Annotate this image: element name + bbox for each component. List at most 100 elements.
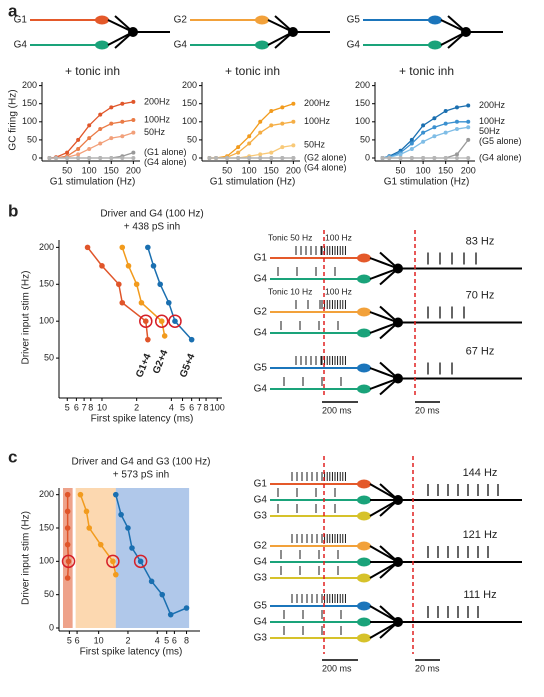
x-tick-label: 100	[210, 402, 225, 412]
rosette	[255, 40, 269, 50]
dendrite	[369, 545, 399, 563]
data-point	[87, 136, 92, 141]
firing-rate: 144 Hz	[463, 467, 498, 479]
data-point	[454, 119, 459, 124]
data-point	[119, 299, 126, 306]
data-point	[247, 134, 252, 139]
data-point	[466, 137, 471, 142]
input-label: G1	[14, 15, 28, 26]
x-tick-label: 6	[75, 635, 80, 645]
data-point	[421, 123, 426, 128]
input-label: G4	[174, 40, 188, 51]
y-tick-label: 200	[182, 80, 197, 90]
data-point	[454, 105, 459, 110]
y-tick-label: 150	[355, 98, 370, 108]
x-tick-label: 200	[126, 165, 141, 175]
data-point	[64, 508, 71, 515]
scale-label: 20 ms	[415, 663, 440, 673]
dendrite	[369, 499, 399, 517]
data-point	[65, 558, 72, 565]
rosette	[357, 541, 371, 551]
series-label: (G4 alone)	[304, 162, 347, 172]
data-point	[466, 119, 471, 124]
scale-label: 200 ms	[322, 663, 352, 673]
highlight-ring	[139, 314, 153, 328]
data-point	[119, 244, 126, 251]
series-label: (G4 alone)	[144, 157, 187, 167]
x-tick-label: 50	[396, 165, 406, 175]
x-tick-label: 50	[62, 165, 72, 175]
data-point	[133, 281, 140, 288]
y-tick-label: 100	[182, 116, 197, 126]
input-label: G4	[14, 40, 28, 51]
shaded-band	[115, 488, 190, 628]
data-point	[269, 123, 274, 128]
data-point	[269, 150, 274, 155]
y-tick-label: 0	[32, 152, 37, 162]
input-label: G4	[254, 557, 268, 568]
y-tick-label: 100	[22, 116, 37, 126]
data-point	[150, 263, 157, 269]
highlight-ring	[106, 554, 120, 569]
data-point	[116, 281, 122, 288]
rosette	[357, 328, 371, 338]
series-label: 50Hz	[304, 140, 326, 150]
data-point	[280, 105, 285, 110]
series-label: (G4 alone)	[479, 152, 522, 162]
rosette	[428, 40, 442, 50]
firing-rate: 111 Hz	[463, 589, 496, 601]
input-label: G1	[254, 479, 268, 490]
data-point	[109, 136, 114, 141]
series-line	[209, 103, 294, 159]
y-tick-label: 0	[49, 622, 54, 632]
data-point	[236, 145, 241, 150]
data-point	[247, 141, 252, 146]
x-tick-label: 200	[461, 165, 476, 175]
data-point	[183, 605, 190, 611]
data-point	[380, 156, 385, 160]
data-point	[87, 123, 92, 128]
series-label: 100Hz	[479, 116, 506, 126]
data-point	[236, 156, 241, 160]
data-point	[421, 130, 426, 135]
data-point	[112, 491, 119, 498]
data-point	[99, 263, 105, 269]
rosette	[357, 495, 371, 505]
x-tick-label: 2	[134, 402, 139, 412]
series-line	[49, 119, 134, 159]
y-tick-label: 150	[39, 279, 54, 289]
x-tick-label: 5	[180, 402, 185, 412]
data-point	[120, 134, 125, 139]
data-point	[64, 491, 71, 498]
dendrite	[369, 561, 399, 579]
tonic-label: Tonic 50 Hz	[268, 232, 312, 242]
series-label: (G2 alone)	[304, 152, 347, 162]
data-point	[109, 121, 114, 126]
y-tick-label: 100	[355, 116, 370, 126]
data-point	[280, 121, 285, 126]
data-point	[454, 156, 459, 160]
y-tick-label: 150	[39, 522, 54, 532]
x-tick-label: 100	[242, 165, 257, 175]
series-line	[209, 121, 294, 159]
input-label: G5	[347, 15, 361, 26]
highlight-ring	[133, 554, 148, 569]
y-axis-label: Driver input stim (Hz)	[21, 511, 32, 605]
series-label: 200Hz	[304, 98, 331, 108]
panel-label: c	[8, 447, 17, 466]
x-axis-label: G1 stimulation (Hz)	[384, 177, 470, 188]
series-label: G2+4	[151, 348, 171, 375]
data-point	[145, 244, 151, 251]
data-point	[145, 336, 151, 343]
data-point	[165, 299, 172, 306]
input-label: G3	[254, 573, 268, 584]
x-tick-label: 5	[67, 635, 72, 645]
firing-rate: 70 Hz	[466, 289, 495, 301]
series-label: G1+4	[134, 352, 154, 379]
input-label: G4	[254, 328, 268, 339]
data-point	[443, 156, 448, 160]
rosette	[357, 253, 371, 263]
y-tick-label: 150	[22, 98, 37, 108]
x-axis-label: First spike latency (ms)	[91, 414, 194, 425]
